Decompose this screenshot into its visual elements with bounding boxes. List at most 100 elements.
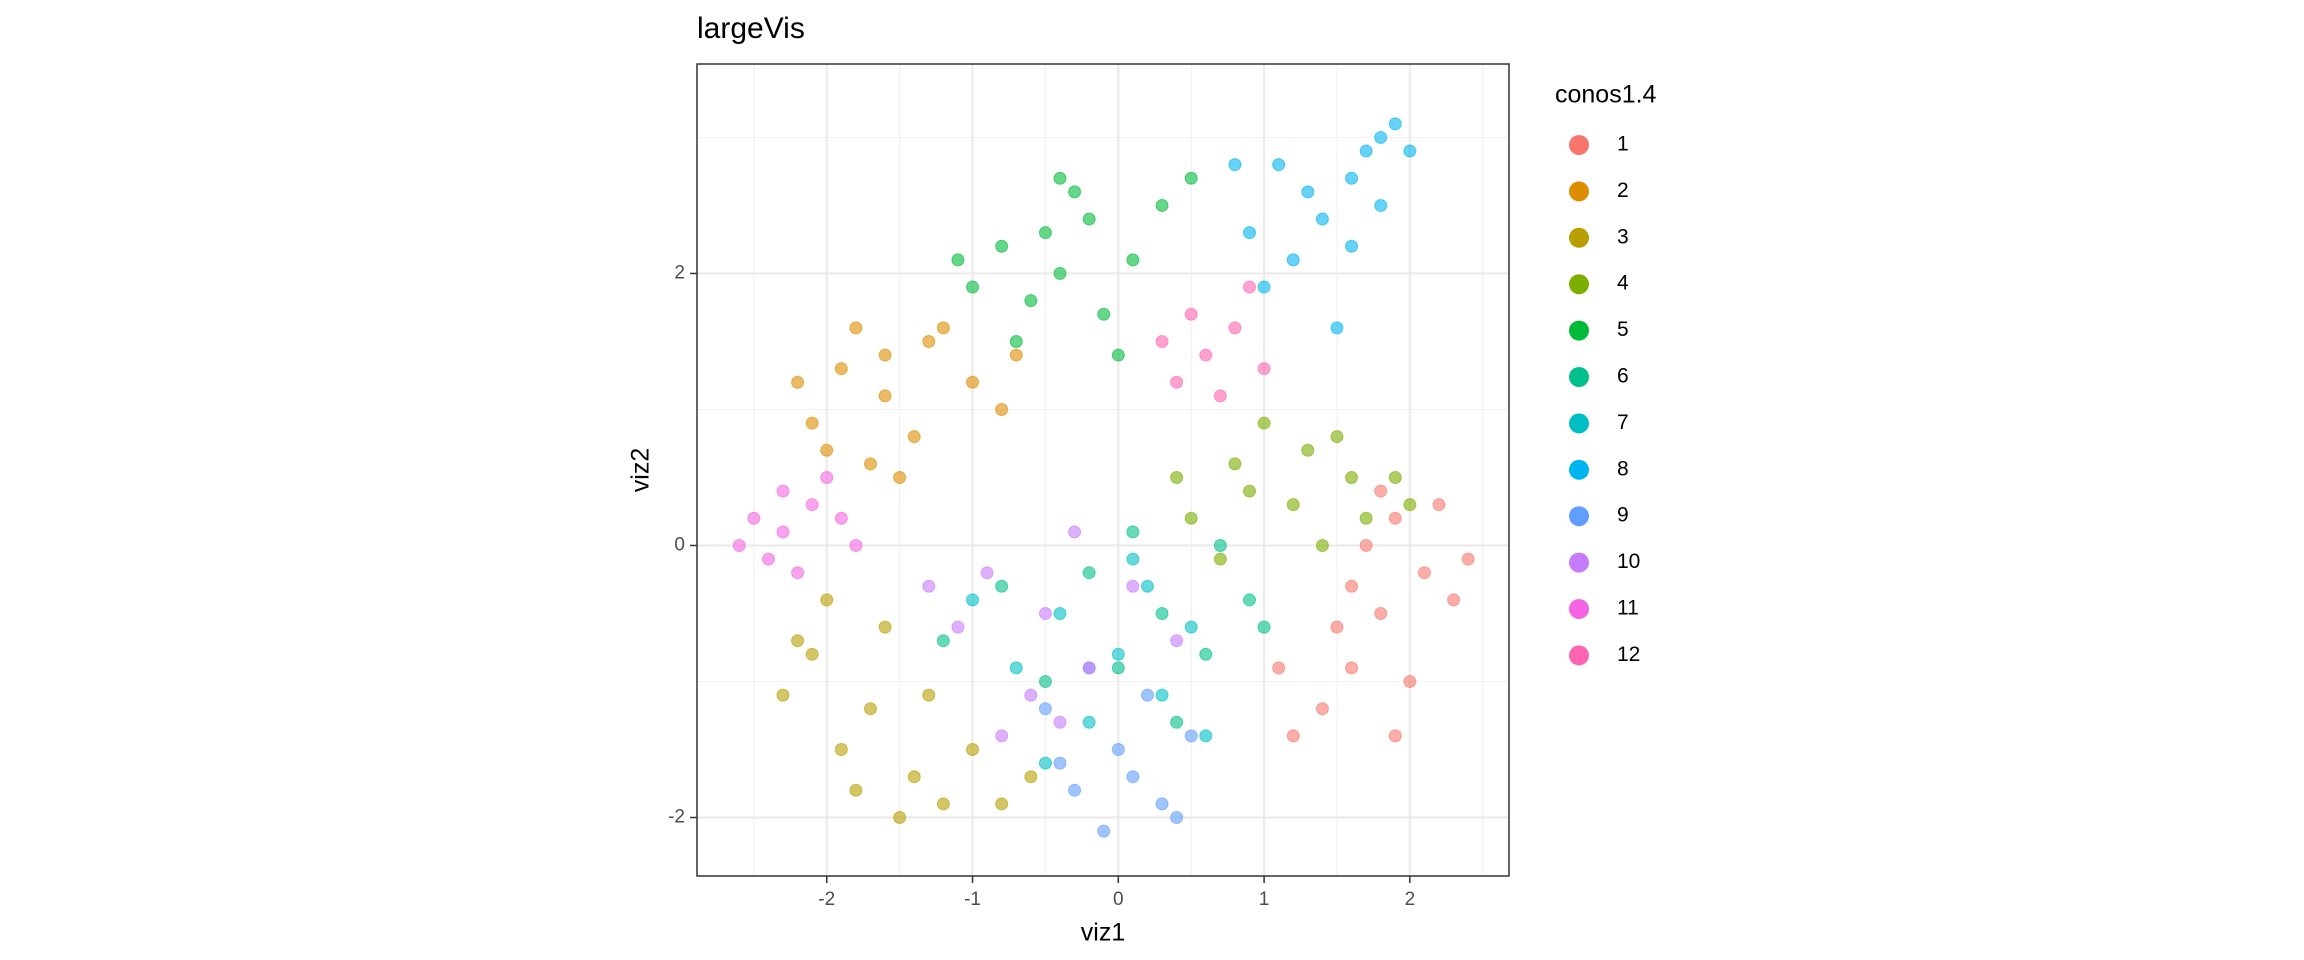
point <box>1257 280 1271 294</box>
point <box>1140 688 1154 702</box>
point <box>1228 321 1242 335</box>
point <box>1009 348 1023 362</box>
point <box>1053 606 1067 620</box>
point <box>776 688 790 702</box>
legend-swatch <box>1569 459 1589 480</box>
point <box>980 566 994 580</box>
legend-label: 3 <box>1617 225 1629 248</box>
point <box>1053 266 1067 280</box>
point <box>1301 185 1315 199</box>
point <box>1228 158 1242 172</box>
point <box>995 729 1009 743</box>
point <box>966 280 980 294</box>
point <box>893 811 907 825</box>
point <box>1374 484 1388 498</box>
point <box>1243 484 1257 498</box>
point <box>1403 498 1417 512</box>
point <box>995 239 1009 253</box>
point <box>849 783 863 797</box>
x-tick-label: -2 <box>818 889 835 910</box>
point <box>1447 593 1461 607</box>
axes: -2 -1 0 1 2 -2 0 2 <box>668 262 1415 910</box>
point <box>1111 743 1125 757</box>
point <box>966 743 980 757</box>
point <box>922 688 936 702</box>
point <box>834 743 848 757</box>
point <box>1286 498 1300 512</box>
point <box>1038 606 1052 620</box>
point <box>1082 715 1096 729</box>
point <box>834 362 848 376</box>
point <box>1024 688 1038 702</box>
point <box>1257 416 1271 430</box>
point <box>1170 715 1184 729</box>
point <box>1184 511 1198 525</box>
point <box>1345 661 1359 675</box>
point <box>1126 579 1140 593</box>
point <box>936 797 950 811</box>
point <box>907 770 921 784</box>
legend-label: 12 <box>1617 643 1640 666</box>
point <box>1374 198 1388 212</box>
legend-swatch <box>1569 181 1589 202</box>
legend-swatch <box>1569 320 1589 341</box>
point <box>1038 756 1052 770</box>
point <box>820 593 834 607</box>
chart-title: largeVis <box>697 12 805 45</box>
legend-swatch <box>1569 135 1589 155</box>
point <box>805 647 819 661</box>
point <box>805 416 819 430</box>
x-axis-title: viz1 <box>1081 919 1125 947</box>
point <box>849 538 863 552</box>
point <box>1359 538 1373 552</box>
point <box>820 443 834 457</box>
point <box>1213 538 1227 552</box>
point <box>732 538 746 552</box>
point <box>1170 811 1184 825</box>
y-tick-label: -2 <box>668 807 685 828</box>
point <box>1243 280 1257 294</box>
point <box>1024 294 1038 308</box>
point <box>1053 756 1067 770</box>
point <box>1272 158 1286 172</box>
y-tick-label: 0 <box>674 535 685 556</box>
point <box>1374 606 1388 620</box>
point <box>1038 675 1052 689</box>
point <box>1068 783 1082 797</box>
point <box>1417 566 1431 580</box>
point <box>1388 729 1402 743</box>
point <box>1345 171 1359 185</box>
point <box>1082 661 1096 675</box>
point <box>1184 171 1198 185</box>
point <box>1140 579 1154 593</box>
point <box>1315 538 1329 552</box>
point <box>1082 566 1096 580</box>
point <box>1432 498 1446 512</box>
legend-swatch <box>1569 367 1589 387</box>
point <box>1272 661 1286 675</box>
y-axis-title: viz2 <box>627 448 655 492</box>
point <box>936 321 950 335</box>
point <box>1097 824 1111 838</box>
x-tick-label: 1 <box>1259 889 1270 910</box>
point <box>1038 226 1052 240</box>
legend-swatch <box>1569 413 1589 434</box>
point <box>791 375 805 389</box>
legend-label: 11 <box>1617 597 1639 620</box>
point <box>1170 470 1184 484</box>
legend-swatch <box>1569 552 1589 573</box>
point <box>1243 593 1257 607</box>
point <box>863 457 877 471</box>
point <box>995 797 1009 811</box>
y-tick-label: 2 <box>674 262 685 283</box>
point <box>1213 389 1227 403</box>
legend-label: 2 <box>1617 179 1629 202</box>
point <box>1199 647 1213 661</box>
legend-label: 9 <box>1617 504 1629 527</box>
point <box>936 634 950 648</box>
point <box>1461 552 1475 566</box>
x-tick-label: 0 <box>1113 889 1124 910</box>
point <box>791 634 805 648</box>
point <box>1184 729 1198 743</box>
point <box>1199 348 1213 362</box>
